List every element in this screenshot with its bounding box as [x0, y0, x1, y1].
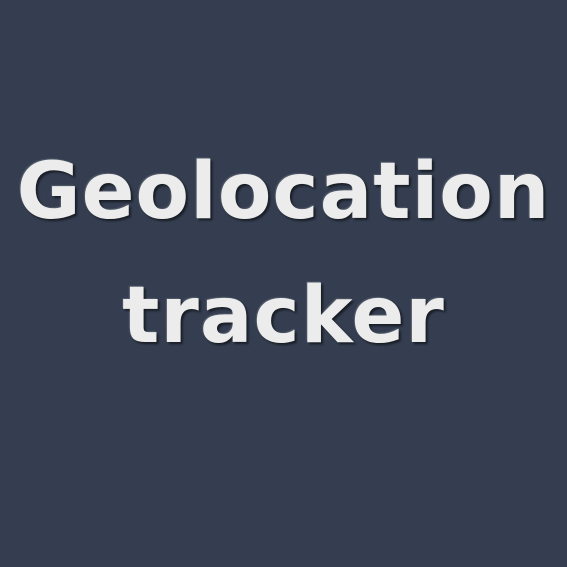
card-title: Geolocation tracker: [0, 130, 567, 378]
title-line-1: Geolocation: [16, 147, 551, 237]
title-line-2: tracker: [122, 271, 445, 361]
